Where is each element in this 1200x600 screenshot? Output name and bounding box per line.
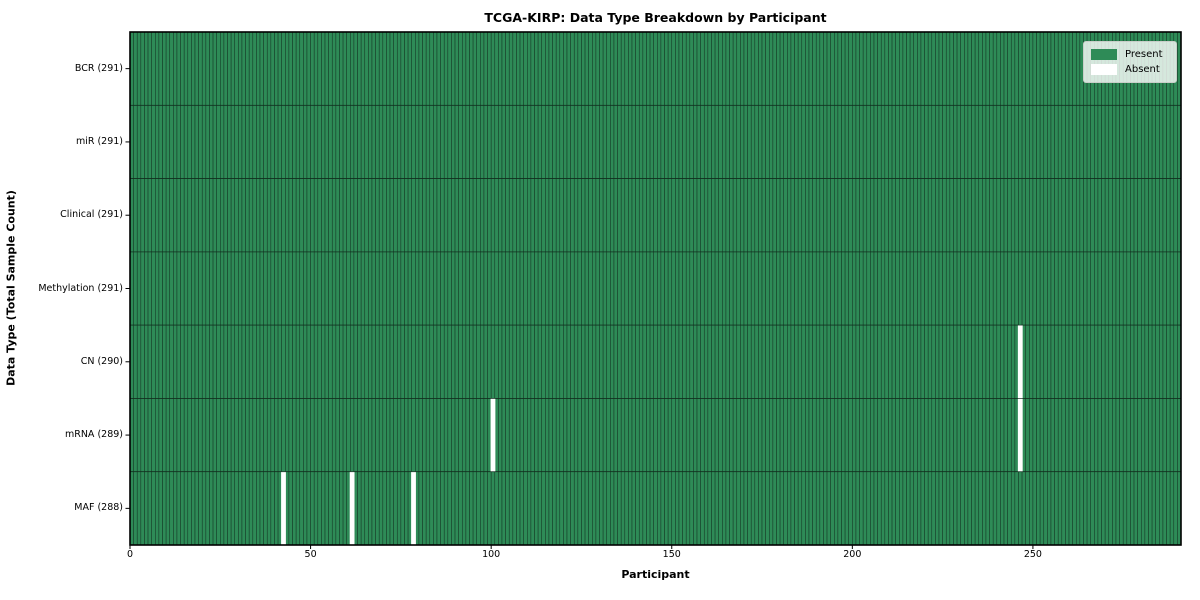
absent-swatch xyxy=(1091,64,1117,75)
x-tick-250: 250 xyxy=(1023,549,1042,560)
chart-title: TCGA-KIRP: Data Type Breakdown by Partic… xyxy=(484,10,827,25)
y-tick-CN: CN (290) xyxy=(80,355,123,367)
x-tick-0: 0 xyxy=(126,549,134,560)
legend-label-present: Present xyxy=(1125,48,1163,60)
y-tick-Methylation: Methylation (291) xyxy=(38,282,123,294)
y-tick-MAF: MAF (288) xyxy=(74,502,123,514)
y-tick-Clinical: Clinical (291) xyxy=(60,209,123,221)
legend-item-present: Present xyxy=(1091,47,1169,62)
present-swatch xyxy=(1091,49,1117,60)
x-axis-label: Participant xyxy=(621,568,690,581)
x-tick-200: 200 xyxy=(843,549,862,560)
x-tick-150: 150 xyxy=(662,549,681,560)
y-tick-BCR: BCR (291) xyxy=(74,62,123,74)
legend-item-absent: Absent xyxy=(1091,62,1169,77)
x-tick-100: 100 xyxy=(482,549,501,560)
legend-label-absent: Absent xyxy=(1125,63,1160,75)
y-tick-mRNA: mRNA (289) xyxy=(64,429,123,441)
x-tick-50: 50 xyxy=(304,549,317,560)
y-tick-miR: miR (291) xyxy=(75,135,123,147)
legend: Present Absent xyxy=(1083,41,1177,83)
